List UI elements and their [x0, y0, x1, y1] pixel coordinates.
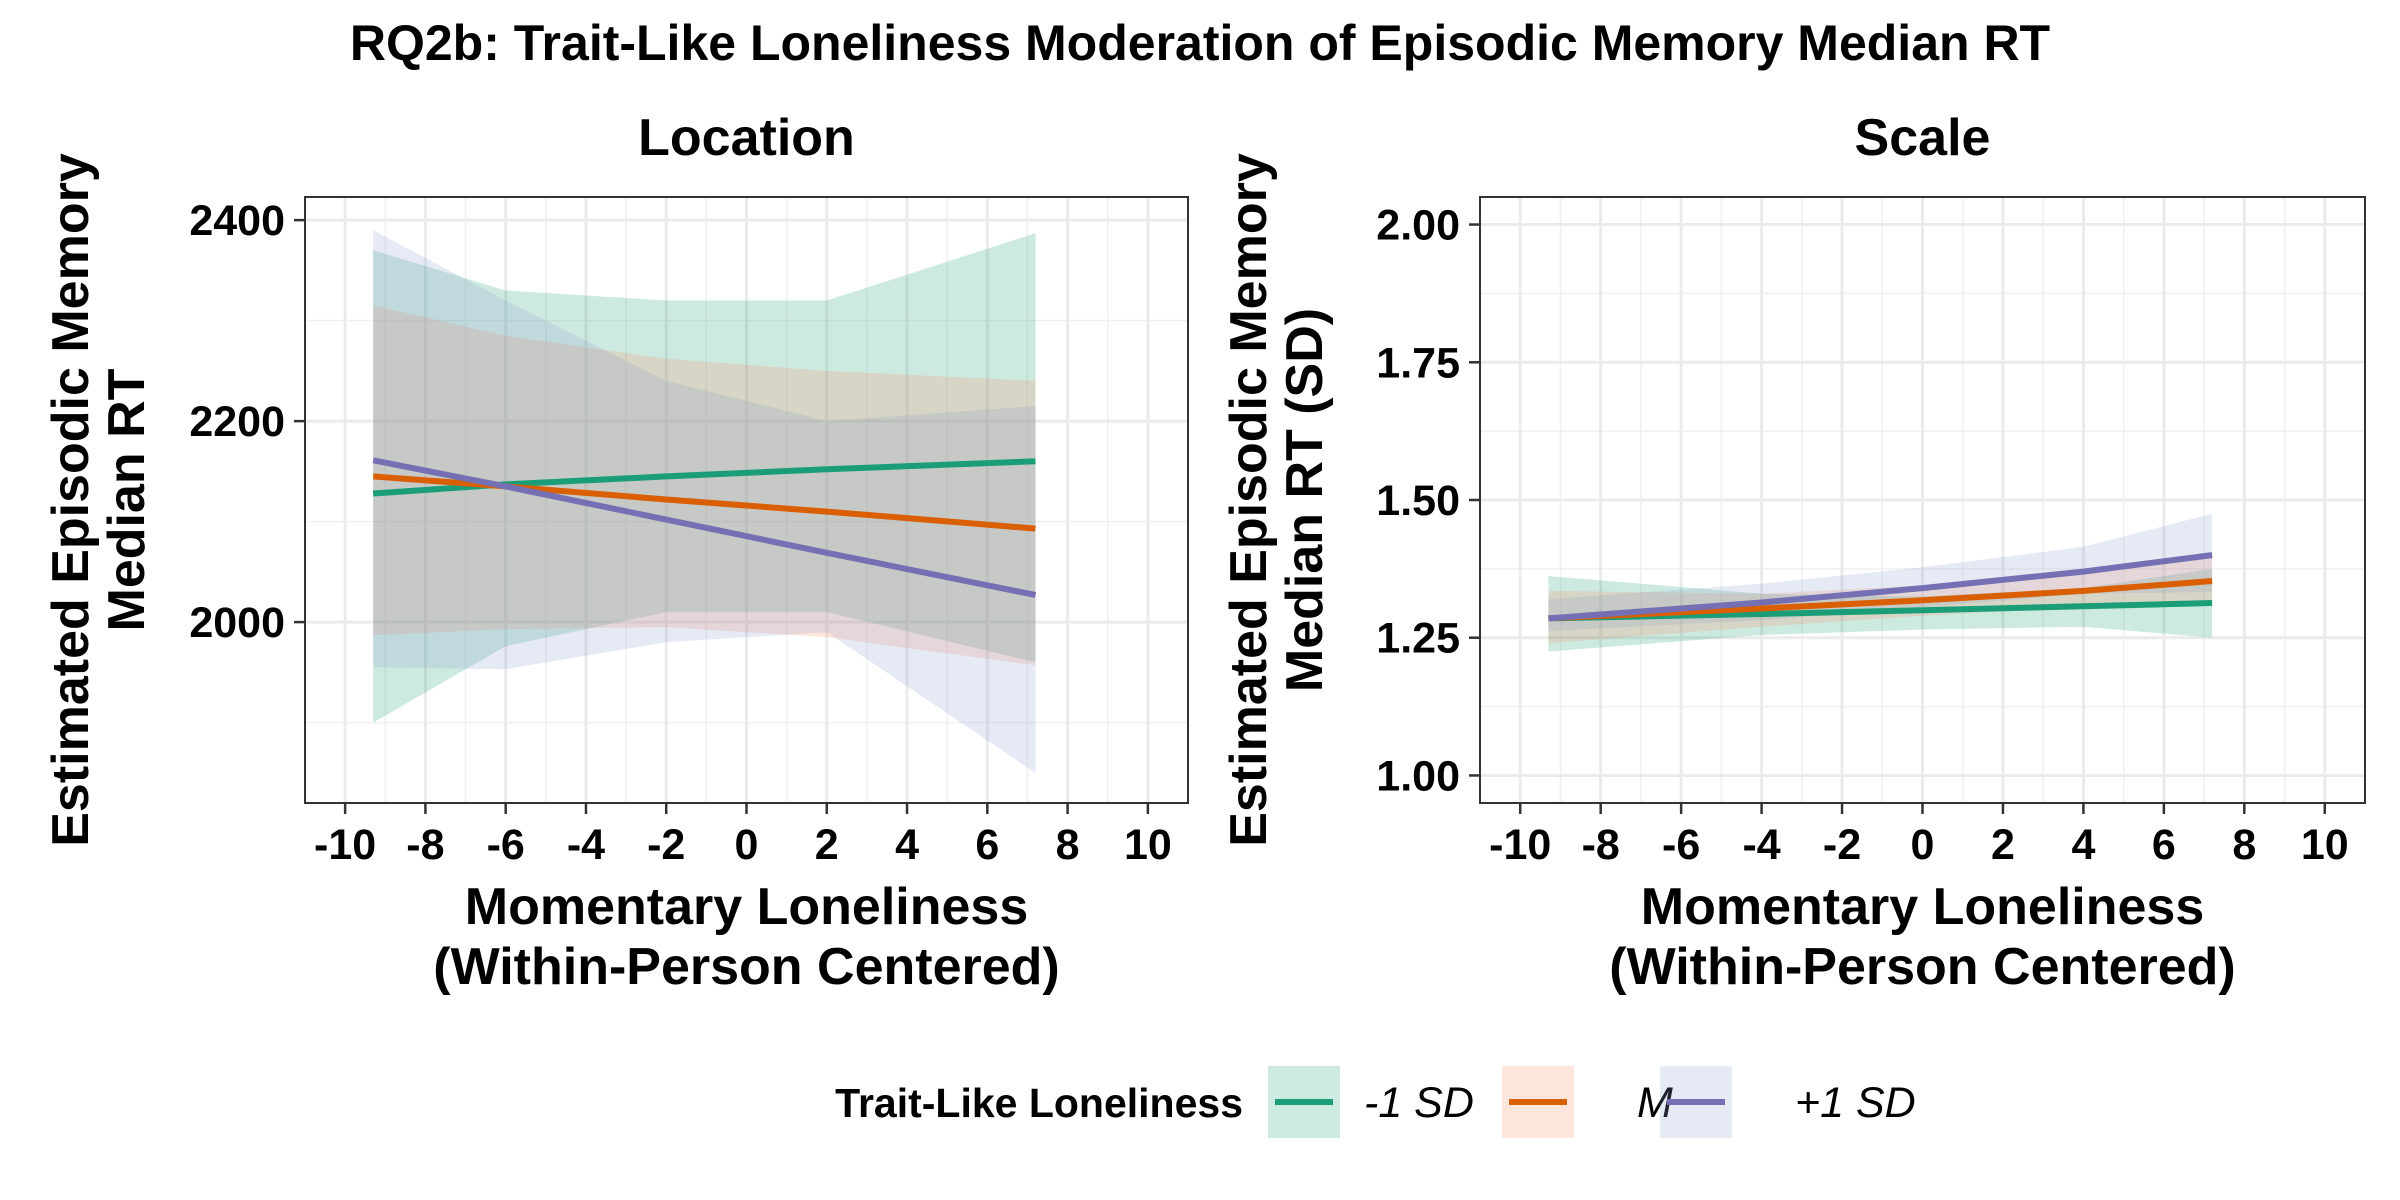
line-m	[372, 473, 1036, 532]
legend-label-minus-1-sd: -1 SD	[1364, 1079, 1474, 1127]
x-tick-label: 8	[1056, 821, 1080, 869]
y-axis-title: Estimated Episodic MemoryMedian RT (SD)	[1220, 153, 1334, 847]
x-tick-label: -4	[567, 821, 605, 869]
y-axis: 1.00 1.25 1.50 1.75 2.00	[1376, 202, 1480, 800]
x-tick-label: -2	[647, 821, 685, 869]
panel-scale: Scale -10 -8 -6 -4 -2 0 2 4 6 8 10 1.00 1.25 1.50 1.75 2…	[1220, 109, 2366, 996]
x-tick-label: 10	[1124, 821, 1172, 869]
x-tick-label: 6	[975, 821, 999, 869]
legend: Trait-Like Loneliness -1 SD M +1 SD	[835, 1066, 1916, 1138]
ribbon-plusminus-1-sd	[1548, 513, 2213, 632]
y-tick-label: 2400	[189, 197, 285, 245]
y-tick-label: 1.75	[1376, 339, 1460, 387]
panel-title-scale: Scale	[1855, 109, 1991, 167]
legend-label-plusminus-1-sd: +1 SD	[1795, 1079, 1916, 1127]
x-tick-label: 4	[895, 821, 919, 869]
legend-item-m: M	[1502, 1066, 1673, 1138]
x-tick-label: -6	[487, 821, 525, 869]
gridlines	[305, 197, 1188, 803]
x-tick-label: 4	[2071, 821, 2095, 869]
x-tick-label: -10	[1489, 821, 1551, 869]
panel-title-location: Location	[638, 109, 855, 167]
line-m	[1548, 578, 2213, 622]
panels: Location -10 -8 -6 -4 -2 0 2 4 6 8 10 2000 2200 2400 Mo…	[42, 109, 2366, 996]
x-tick-label: 0	[1911, 821, 1935, 869]
x-tick-label: -10	[314, 821, 376, 869]
legend-title: Trait-Like Loneliness	[835, 1080, 1243, 1126]
y-tick-label: 1.00	[1376, 752, 1460, 800]
gridlines	[1480, 197, 2365, 803]
x-tick-label: -2	[1823, 821, 1861, 869]
y-tick-label: 1.25	[1376, 615, 1460, 663]
x-tick-label: 10	[2301, 821, 2349, 869]
x-tick-label: 8	[2232, 821, 2256, 869]
line-minus-1-sd	[372, 458, 1036, 497]
line-minus-1-sd	[1548, 600, 2213, 622]
figure-title: RQ2b: Trait-Like Loneliness Moderation o…	[350, 15, 2050, 71]
x-tick-label: 0	[735, 821, 759, 869]
line-plusminus-1-sd	[1548, 552, 2213, 622]
series-lines	[372, 457, 1037, 598]
x-tick-label: -4	[1742, 821, 1780, 869]
ribbon-m	[373, 305, 1036, 666]
y-axis-title: Estimated Episodic MemoryMedian RT	[42, 153, 156, 847]
y-tick-label: 2.00	[1376, 202, 1460, 250]
panel-location: Location -10 -8 -6 -4 -2 0 2 4 6 8 10 2000 2200 2400 Mo…	[42, 109, 1189, 996]
x-tick-label: -8	[1582, 821, 1620, 869]
y-tick-label: 2200	[189, 398, 285, 446]
legend-item-minus-1-sd: -1 SD	[1268, 1066, 1474, 1138]
x-axis-title: Momentary Loneliness (Within-Person Cente…	[1609, 878, 2235, 996]
x-tick-label: -6	[1662, 821, 1700, 869]
x-tick-label: -8	[406, 821, 444, 869]
x-tick-label: 2	[815, 821, 839, 869]
legend-item-plusminus-1-sd: +1 SD	[1660, 1066, 1916, 1138]
x-axis-title: Momentary Loneliness (Within-Person Cente…	[433, 878, 1059, 996]
ribbon-minus-1-sd	[373, 233, 1036, 723]
y-tick-label: 1.50	[1376, 477, 1460, 525]
y-axis: 2000 2200 2400	[189, 197, 305, 647]
y-tick-label: 2000	[189, 599, 285, 647]
series-lines	[1548, 552, 2213, 622]
x-axis: -10 -8 -6 -4 -2 0 2 4 6 8 10	[314, 803, 1172, 869]
x-tick-label: 2	[1991, 821, 2015, 869]
x-axis: -10 -8 -6 -4 -2 0 2 4 6 8 10	[1489, 803, 2349, 869]
line-plusminus-1-sd	[372, 457, 1037, 598]
x-tick-label: 6	[2152, 821, 2176, 869]
